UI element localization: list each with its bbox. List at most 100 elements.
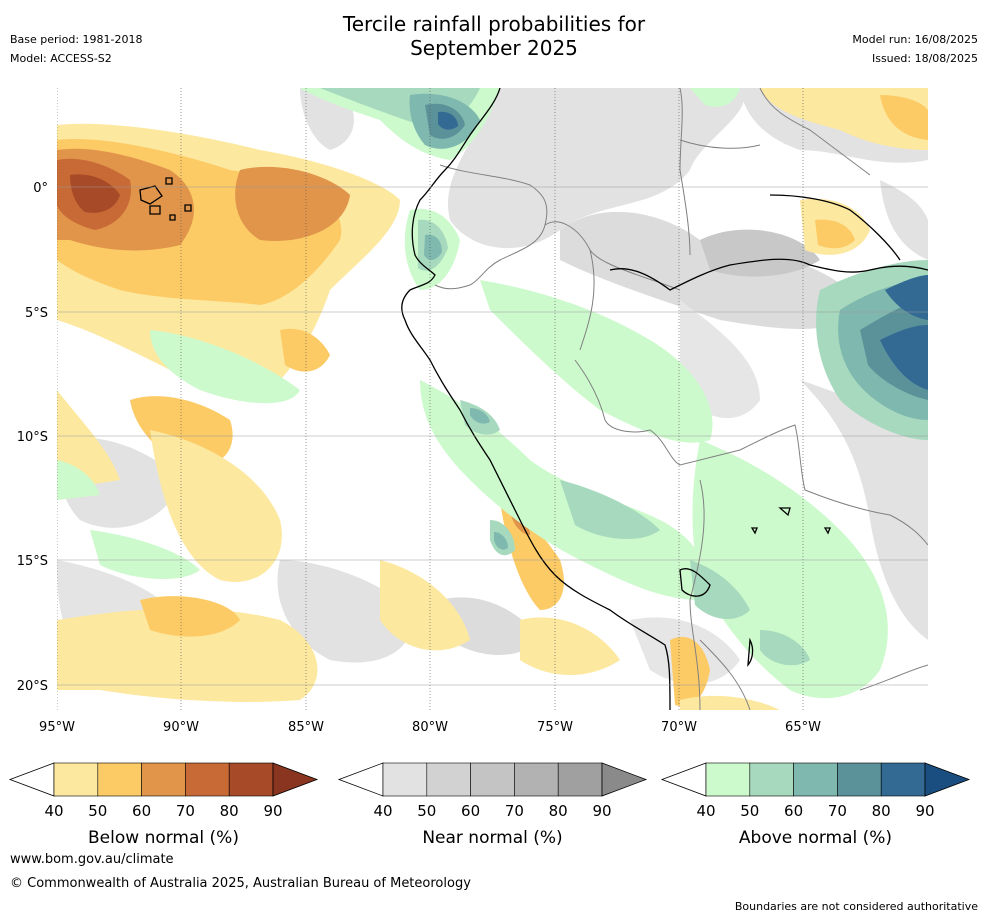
below-patch	[130, 396, 233, 466]
gridlines	[57, 88, 928, 710]
colorbar-tick-label: 80	[872, 802, 891, 820]
above-patch	[424, 234, 442, 260]
below-patch	[680, 695, 780, 710]
lon-label: 75°W	[537, 720, 573, 735]
colorbar-tick-label: 60	[132, 802, 151, 820]
colorbar-segment	[793, 762, 838, 797]
border-line	[679, 88, 691, 256]
above-normal-layer	[57, 88, 928, 699]
colorbar-tick-label: 40	[44, 802, 63, 820]
border-line	[699, 639, 751, 710]
lon-label: 85°W	[288, 720, 324, 735]
colorbar-min-extension	[8, 762, 55, 797]
lat-label: 20°S	[17, 679, 48, 694]
below-patch	[880, 95, 928, 140]
above-patch	[480, 280, 713, 443]
parallels	[57, 186, 928, 686]
colorbar-0: 40 50 60 70 80 90 Below normal (%)	[8, 762, 319, 848]
above-patch	[438, 111, 458, 130]
lat-label: 15°S	[17, 554, 48, 569]
issued-date: Issued: 18/08/2025	[871, 52, 978, 65]
page-title: Tercile rainfall probabilities for Septe…	[0, 12, 988, 60]
above-patch	[692, 440, 888, 699]
below-patch	[500, 500, 564, 610]
colorbar-segment	[228, 762, 274, 797]
lon-label: 95°W	[39, 720, 75, 735]
colorbar-label: Below normal (%)	[88, 828, 239, 848]
above-patch	[880, 325, 928, 390]
above-patch	[494, 532, 508, 550]
colorbar-label: Near normal (%)	[422, 828, 562, 848]
model-name: Model: ACCESS-S2	[10, 52, 112, 65]
colorbar-segment	[141, 762, 186, 797]
lat-label: 0°	[33, 181, 48, 196]
lake-small	[778, 507, 791, 517]
below-patch	[57, 390, 120, 490]
above-patch	[560, 480, 660, 540]
colorbar-min-extension	[660, 762, 707, 797]
near-patch	[560, 211, 860, 329]
near-patch	[277, 560, 412, 663]
near-patch	[447, 88, 745, 249]
colorbar-segment	[382, 762, 428, 797]
colorbar-tick-label: 50	[417, 802, 436, 820]
above-patch	[470, 408, 490, 424]
colorbar-tick-label: 40	[373, 802, 392, 820]
latitude-labels: 0° 5°S 10°S 15°S 20°S	[17, 181, 48, 694]
colorbar-tick-label: 70	[176, 802, 195, 820]
below-normal-layer	[57, 88, 928, 710]
below-patch	[140, 596, 240, 637]
below-patch	[815, 219, 855, 249]
footer-url[interactable]: www.bom.gov.au/climate	[10, 852, 174, 867]
border-line	[579, 249, 595, 351]
below-patch	[280, 328, 330, 372]
colorbar-group: 40 50 60 70 80 90 Below normal (%) 40 50 60 70 80 90…	[8, 762, 971, 848]
colorbar-tick-label: 50	[88, 802, 107, 820]
colorbar-tick-label: 80	[549, 802, 568, 820]
title-line-2: September 2025	[410, 36, 578, 60]
near-patch	[880, 180, 928, 260]
coastline-south-america	[401, 88, 671, 710]
lon-label: 65°W	[785, 720, 821, 735]
above-patch	[150, 330, 300, 404]
colorbar-segment	[53, 762, 99, 797]
above-patch	[90, 530, 200, 580]
footer-copyright: © Commonwealth of Australia 2025, Austra…	[10, 876, 471, 891]
colorbar-label: Above normal (%)	[739, 828, 892, 848]
colorbar-segment	[185, 762, 230, 797]
base-period: Base period: 1981-2018	[10, 33, 143, 46]
colorbar-tick-label: 90	[915, 802, 934, 820]
border-line	[574, 359, 741, 466]
above-patch	[57, 460, 100, 500]
below-patch	[380, 560, 470, 651]
border-line	[759, 88, 871, 176]
title-line-1: Tercile rainfall probabilities for	[342, 12, 646, 36]
above-patch	[760, 630, 810, 666]
lat-label: 10°S	[17, 430, 48, 445]
colorbar-tick-label: 60	[461, 802, 480, 820]
island-galapagos	[184, 204, 192, 212]
colorbar-tick-label: 80	[220, 802, 239, 820]
lake-titicaca	[679, 568, 711, 597]
colorbar-tick-label: 90	[592, 802, 611, 820]
footer-disclaimer: Boundaries are not considered authoritat…	[734, 900, 978, 913]
model-run: Model run: 16/08/2025	[852, 33, 978, 46]
colorbar-segment	[749, 762, 794, 797]
colorbar-segment	[514, 762, 559, 797]
colorbar-max-extension	[924, 762, 971, 797]
colorbar-max-extension	[272, 762, 319, 797]
colorbar-segment	[470, 762, 515, 797]
border-line	[859, 664, 928, 691]
colorbar-tick-label: 50	[740, 802, 759, 820]
colorbar-tick-label: 40	[696, 802, 715, 820]
above-patch	[690, 88, 740, 107]
lake-small	[747, 637, 754, 668]
colorbar-segment	[557, 762, 603, 797]
island-galapagos	[169, 214, 176, 221]
colorbar-segment	[705, 762, 751, 797]
colorbar-min-extension	[337, 762, 384, 797]
map-panel	[57, 88, 928, 710]
colorbar-tick-label: 60	[784, 802, 803, 820]
near-patch	[800, 380, 928, 640]
island-galapagos	[149, 205, 161, 215]
